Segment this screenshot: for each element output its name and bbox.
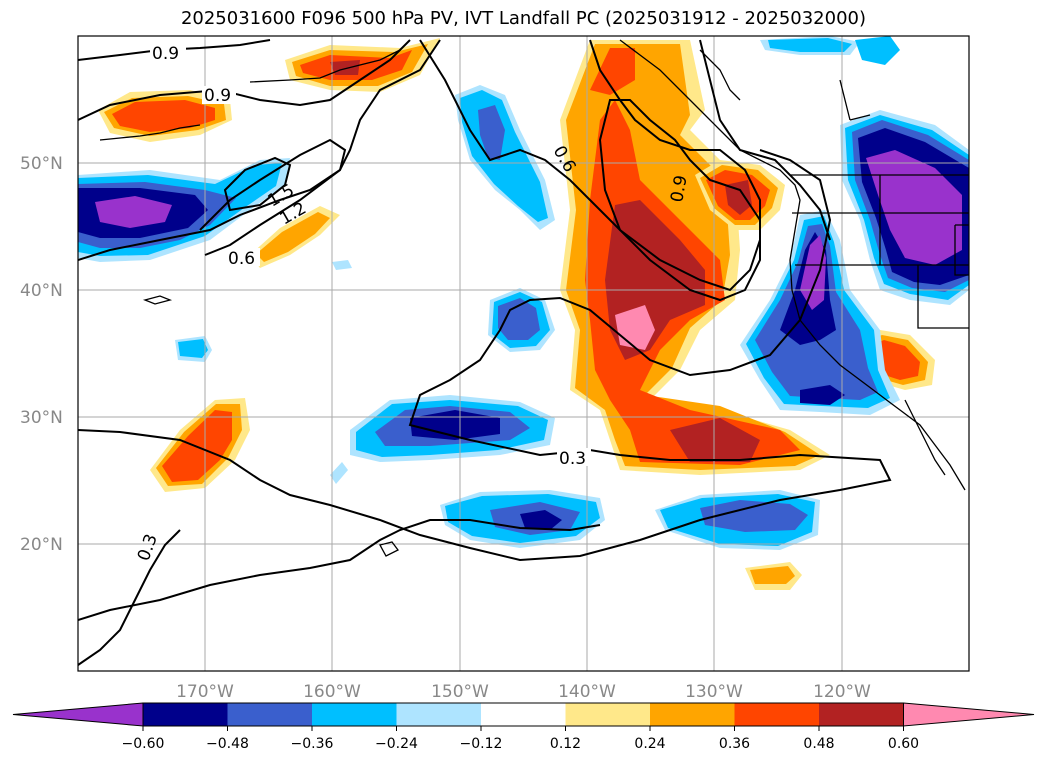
colorbar-segment <box>819 703 904 726</box>
negative-anomalies <box>78 36 969 550</box>
lon-label: 160°W <box>303 682 361 702</box>
colorbar-tick-label: 0.12 <box>550 736 581 752</box>
colorbar-segment <box>565 703 651 726</box>
colorbar-tick-label: −0.36 <box>291 736 334 752</box>
contour-label: 0.6 <box>228 249 255 269</box>
pv-contours <box>78 39 892 666</box>
colorbar-tick-label: 0.48 <box>803 736 834 752</box>
colorbar-outline <box>142 702 904 727</box>
latitude-labels: 50°N 40°N 30°N 20°N <box>20 154 63 555</box>
colorbar-tick-label: −0.60 <box>122 736 165 752</box>
colorbar-tick-label: 0.24 <box>634 736 665 752</box>
lon-label: 140°W <box>558 682 616 702</box>
colorbar-segment <box>481 703 566 726</box>
gridlines <box>78 36 969 671</box>
lon-label: 120°W <box>813 682 871 702</box>
lon-label: 150°W <box>431 682 489 702</box>
map-frame <box>77 35 970 672</box>
colorbar-tick-label: 0.60 <box>888 736 919 752</box>
colorbar-extend-min <box>12 702 144 727</box>
contour-label: 0.9 <box>152 44 179 64</box>
map-title: 2025031600 F096 500 hPa PV, IVT Landfall… <box>180 8 867 29</box>
colorbar: −0.60 −0.48 −0.36 −0.24 −0.12 0.12 0.24 0.36 0.4… <box>12 702 1035 752</box>
colorbar-tick-label: −0.24 <box>375 736 418 752</box>
colorbar-segment <box>312 703 397 726</box>
pc-shading <box>78 36 969 590</box>
colorbar-segment <box>734 703 820 726</box>
colorbar-tick-label: −0.48 <box>206 736 249 752</box>
colorbar-segment <box>650 703 735 726</box>
longitude-labels: 170°W 160°W 150°W 140°W 130°W 120°W <box>176 682 871 702</box>
contour-label: 0.3 <box>559 449 586 469</box>
colorbar-segment <box>396 703 482 726</box>
contour-label: 0.9 <box>667 174 691 204</box>
lat-label: 40°N <box>20 281 63 301</box>
colorbar-segment <box>227 703 313 726</box>
lat-label: 20°N <box>20 535 63 555</box>
colorbar-extend-max <box>903 702 1035 727</box>
lat-label: 30°N <box>20 408 63 428</box>
colorbar-tick-label: 0.36 <box>719 736 750 752</box>
lat-label: 50°N <box>20 154 63 174</box>
colorbar-tick-label: −0.12 <box>460 736 503 752</box>
lon-label: 130°W <box>685 682 743 702</box>
lon-label: 170°W <box>176 682 234 702</box>
contour-label: 0.9 <box>204 86 231 106</box>
colorbar-segment <box>143 703 228 726</box>
coastlines <box>99 39 969 557</box>
